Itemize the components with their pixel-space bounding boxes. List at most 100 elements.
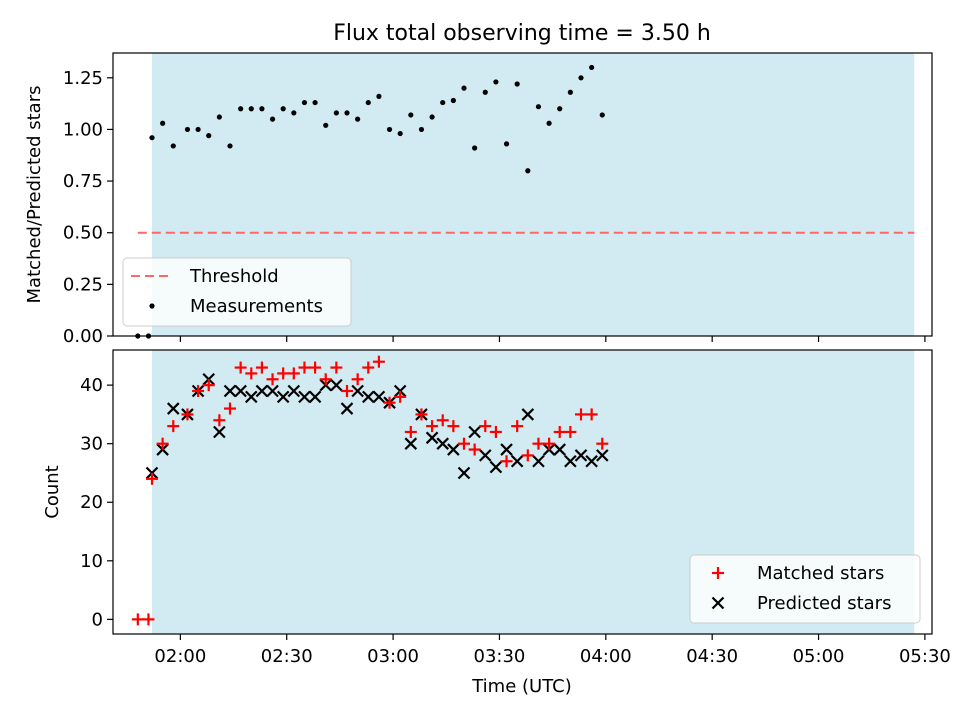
matched-star-point [458,437,470,450]
matched-star-point [277,367,290,380]
x-tick-label: 05:30 [899,646,951,667]
matched-star-point [447,420,460,433]
top-x-ticks [179,336,926,342]
matched-star-point [532,437,545,450]
predicted-star-point [166,402,180,415]
matched-star-point [564,425,577,438]
top-y-tick-label: 1.00 [63,119,103,140]
top-y-axis-label: Matched/Predicted stars [24,86,45,304]
ratio-panel: 0.00 0.25 0.50 0.75 1.00 1.25 Matched/Predict… [24,52,933,347]
measurement-point [525,168,531,174]
x-tick-label: 04:30 [686,646,738,667]
predicted-star-point [361,390,375,404]
predicted-star-point [510,454,524,468]
matched-star-point [596,437,609,450]
bottom-axes-frame [112,349,933,635]
measurement-point [546,120,552,126]
bottom-y-ticks: 0 10 20 30 40 [80,375,113,630]
matched-star-point [202,379,215,392]
measurement-point [482,89,488,95]
measurement-point [216,114,222,120]
top-legend-box [122,257,352,327]
legend-threshold-label: Threshold [189,266,279,287]
x-tick-label: 02:00 [154,646,206,667]
measurement-point [461,85,467,91]
measurement-point [503,141,510,147]
measurement-point [170,143,176,149]
matched-star-point [372,355,385,368]
bottom-y-tick-label: 10 [80,551,103,572]
matched-star-point [351,373,364,386]
measurement-point [323,122,329,128]
bottom-x-ticks: 02:00 02:30 03:00 03:30 04:00 04:30 05:00 05:30 [154,634,951,667]
predicted-star-point [532,454,545,468]
matched-star-point [404,425,417,438]
matched-star-point [479,420,492,433]
measurement-point [589,64,595,71]
legend-predicted-swatch [711,596,725,610]
top-y-tick-label: 0.75 [63,171,103,192]
predicted-star-point [425,431,439,445]
legend-matched-swatch [712,567,724,579]
matched-star-point [156,437,169,450]
matched-star-point [521,449,534,462]
measurement-point [206,133,212,139]
top-y-ticks: 0.00 0.25 0.50 0.75 1.00 1.25 [63,68,113,347]
predicted-star-point [330,378,343,392]
matched-star-point [415,408,428,421]
matched-star-point [330,361,343,374]
measurement-point [280,106,286,112]
predicted-star-point [213,425,226,439]
measurement-point [567,89,573,95]
matched-star-point [341,384,353,397]
predicted-star-point [287,384,301,398]
matched-star-point [575,408,587,421]
top-y-tick-label: 0.50 [63,223,103,244]
measurement-point [557,106,563,112]
legend-predicted-label: Predicted stars [757,593,891,614]
matched-star-point [489,425,502,438]
measurement-point [333,110,339,116]
x-tick-label: 04:00 [580,646,632,667]
bottom-y-tick-label: 0 [92,609,103,630]
legend-measurements-swatch [149,303,155,309]
predicted-star-point [298,390,311,404]
bottom-y-tick-label: 40 [80,375,103,396]
measurement-point [450,97,456,104]
predicted-star-point [436,437,450,450]
matched-star-point [287,367,300,380]
bottom-y-tick-label: 20 [80,492,103,513]
measurement-point [248,106,254,112]
measurement-point [259,106,265,112]
predicted-star-point [553,443,567,456]
predicted-star-point [457,466,471,480]
bottom-y-tick-label: 30 [80,434,103,455]
matched-star-point [362,361,375,374]
matched-star-point [553,425,566,438]
predicted-star-point [595,449,609,462]
matched-star-point [167,420,180,433]
predicted-star-point [266,384,279,398]
legend-matched-label: Matched stars [757,563,884,584]
predicted-star-point [308,390,322,404]
measurement-point [599,112,605,118]
predicted-star-point [351,384,364,398]
measurement-point [418,126,425,133]
measurement-point [355,116,361,122]
measurement-point [408,112,414,118]
bottom-legend-box [689,554,921,624]
measurement-point [429,114,435,120]
measurement-point [376,93,382,99]
legend-plus-marker [712,567,724,579]
measurement-point [397,130,403,137]
matched-star-point [309,361,322,374]
x-axis-label: Time (UTC) [471,676,572,697]
measurement-point [386,126,393,133]
matched-star-point [468,443,481,456]
matched-star-point [543,437,556,450]
measurement-point [535,104,542,110]
matched-star-point [224,402,236,415]
predicted-star-point [521,408,535,421]
matched-star-point [426,420,439,433]
